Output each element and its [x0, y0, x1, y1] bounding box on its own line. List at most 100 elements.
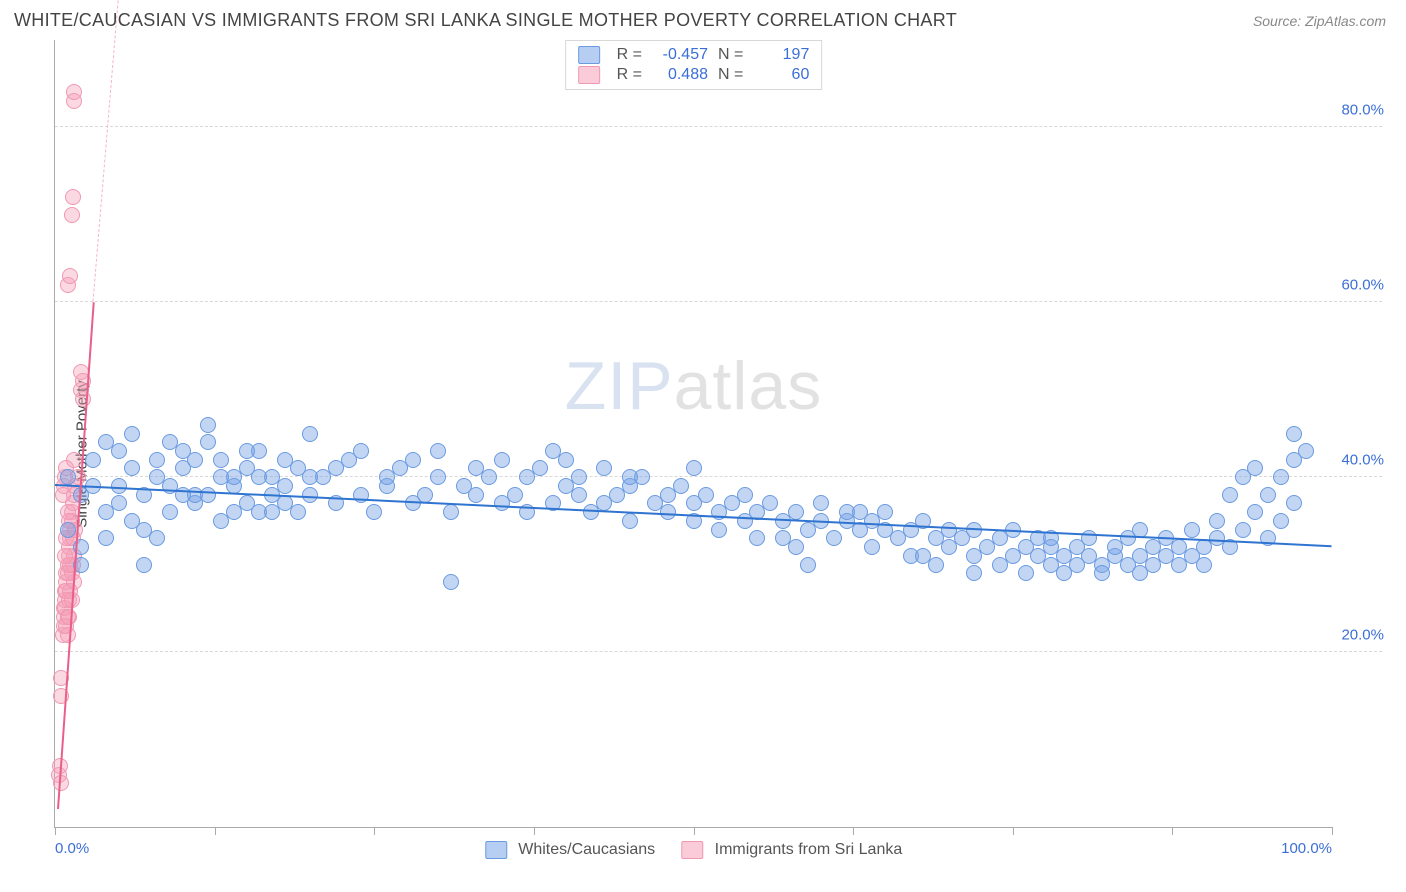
data-point	[443, 504, 459, 520]
data-point	[749, 530, 765, 546]
gridline	[55, 301, 1382, 302]
data-point	[813, 495, 829, 511]
data-point	[1222, 487, 1238, 503]
chart-source: Source: ZipAtlas.com	[1253, 13, 1386, 29]
data-point	[596, 460, 612, 476]
data-point	[571, 469, 587, 485]
data-point	[213, 452, 229, 468]
data-point	[149, 452, 165, 468]
gridline	[55, 651, 1382, 652]
data-point	[124, 426, 140, 442]
y-tick-label: 20.0%	[1341, 627, 1384, 644]
data-point	[366, 504, 382, 520]
data-point	[251, 469, 267, 485]
plot-region: ZIPatlas R = -0.457 N = 197 R = 0.488 N …	[54, 40, 1332, 828]
x-tick	[534, 827, 535, 835]
data-point	[877, 504, 893, 520]
chart-header: WHITE/CAUCASIAN VS IMMIGRANTS FROM SRI L…	[0, 0, 1406, 35]
legend-swatch-white	[578, 46, 600, 64]
data-point	[61, 609, 77, 625]
data-point	[277, 495, 293, 511]
trend-line	[55, 484, 1332, 547]
data-point	[915, 548, 931, 564]
data-point	[852, 504, 868, 520]
x-tick	[374, 827, 375, 835]
data-point	[149, 530, 165, 546]
legend-item-white: Whites/Caucasians	[485, 841, 655, 859]
data-point	[481, 469, 497, 485]
legend-row-srilanka: R = 0.488 N = 60	[578, 65, 810, 85]
data-point	[966, 565, 982, 581]
data-point	[507, 487, 523, 503]
data-point	[200, 487, 216, 503]
data-point	[1286, 495, 1302, 511]
gridline	[55, 126, 1382, 127]
data-point	[213, 469, 229, 485]
chart-title: WHITE/CAUCASIAN VS IMMIGRANTS FROM SRI L…	[14, 10, 957, 31]
data-point	[302, 426, 318, 442]
data-point	[430, 469, 446, 485]
data-point	[124, 460, 140, 476]
data-point	[405, 452, 421, 468]
data-point	[277, 478, 293, 494]
data-point	[65, 189, 81, 205]
data-point	[200, 417, 216, 433]
data-point	[788, 539, 804, 555]
data-point	[66, 84, 82, 100]
data-point	[1235, 522, 1251, 538]
data-point	[239, 443, 255, 459]
data-point	[1273, 469, 1289, 485]
data-point	[417, 487, 433, 503]
watermark-rest: atlas	[674, 348, 823, 424]
data-point	[558, 452, 574, 468]
legend-swatch-srilanka	[578, 66, 600, 84]
x-tick	[694, 827, 695, 835]
data-point	[187, 452, 203, 468]
legend-item-srilanka: Immigrants from Sri Lanka	[681, 841, 902, 859]
x-tick-label: 100.0%	[1281, 840, 1332, 857]
y-tick-label: 80.0%	[1341, 102, 1384, 119]
data-point	[60, 522, 76, 538]
data-point	[60, 627, 76, 643]
r-value-srilanka: 0.488	[652, 66, 708, 84]
data-point	[1260, 487, 1276, 503]
data-point	[762, 495, 778, 511]
data-point	[1298, 443, 1314, 459]
data-point	[302, 487, 318, 503]
data-point	[75, 391, 91, 407]
data-point	[737, 487, 753, 503]
data-point	[55, 487, 71, 503]
legend-swatch-white	[485, 841, 507, 859]
data-point	[788, 504, 804, 520]
data-point	[1196, 557, 1212, 573]
x-tick	[1013, 827, 1014, 835]
data-point	[111, 443, 127, 459]
x-tick	[1172, 827, 1173, 835]
data-point	[64, 207, 80, 223]
r-value-white: -0.457	[652, 46, 708, 64]
data-point	[1184, 522, 1200, 538]
legend-swatch-srilanka	[681, 841, 703, 859]
data-point	[686, 460, 702, 476]
data-point	[1247, 460, 1263, 476]
data-point	[98, 530, 114, 546]
data-point	[162, 504, 178, 520]
data-point	[226, 504, 242, 520]
data-point	[53, 775, 69, 791]
x-tick	[853, 827, 854, 835]
data-point	[800, 557, 816, 573]
data-point	[162, 434, 178, 450]
x-tick-label: 0.0%	[55, 840, 89, 857]
n-label: N =	[718, 46, 743, 64]
chart-area: Single Mother Poverty ZIPatlas R = -0.45…	[14, 40, 1392, 868]
data-point	[430, 443, 446, 459]
legend-label-white: Whites/Caucasians	[518, 841, 655, 858]
n-value-white: 197	[753, 46, 809, 64]
r-label: R =	[617, 66, 642, 84]
x-tick	[55, 827, 56, 835]
data-point	[673, 478, 689, 494]
data-point	[1209, 513, 1225, 529]
data-point	[443, 574, 459, 590]
x-tick	[215, 827, 216, 835]
data-point	[1018, 565, 1034, 581]
